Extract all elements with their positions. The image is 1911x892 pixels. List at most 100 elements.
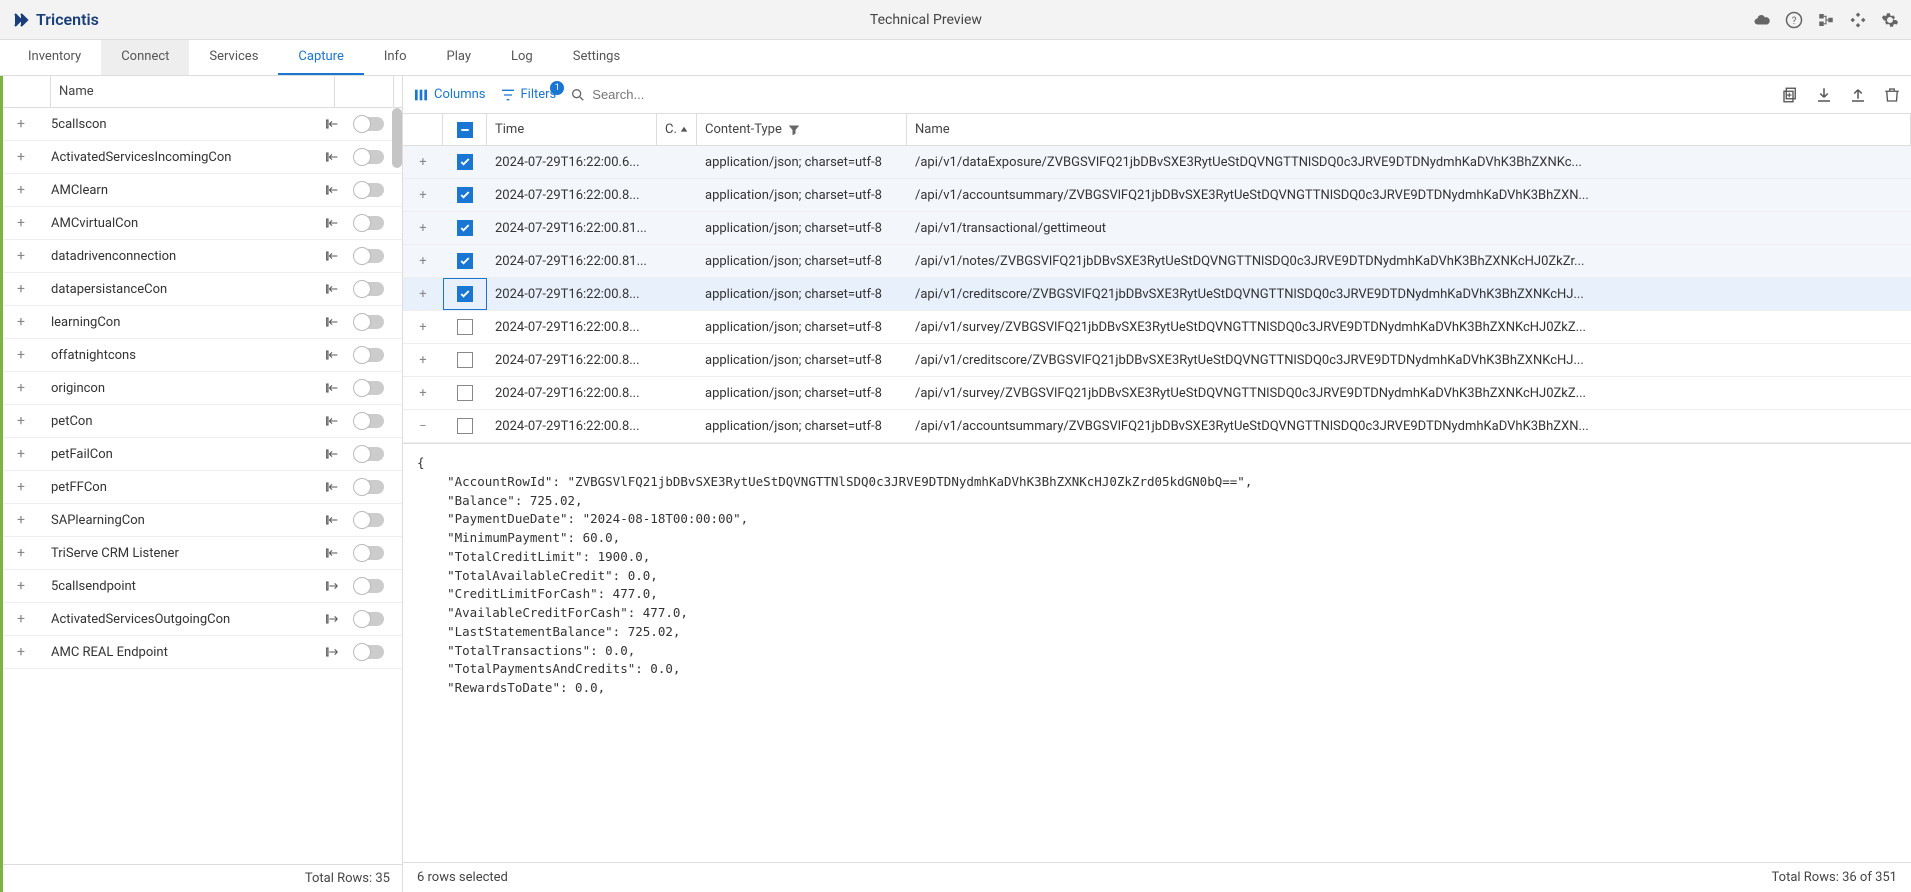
expand-icon[interactable]: + [11, 149, 31, 165]
grid-header-checkbox[interactable] [443, 114, 487, 145]
search-input[interactable] [592, 87, 792, 102]
expand-icon[interactable]: + [11, 380, 31, 396]
connection-toggle[interactable] [354, 315, 394, 329]
expand-icon[interactable]: + [11, 512, 31, 528]
connection-toggle[interactable] [354, 282, 394, 296]
expand-icon[interactable]: + [11, 215, 31, 231]
sidebar-header-name[interactable]: Name [51, 84, 334, 99]
grid-header-content-type[interactable]: Content-Type [697, 114, 907, 145]
tab-info[interactable]: Info [364, 40, 427, 75]
grid-row[interactable]: +2024-07-29T16:22:00.6...application/jso… [403, 146, 1911, 179]
row-checkbox[interactable] [457, 220, 473, 236]
cloud-icon[interactable] [1753, 11, 1771, 29]
connection-toggle[interactable] [354, 117, 394, 131]
tab-capture[interactable]: Capture [278, 40, 363, 75]
connection-toggle[interactable] [354, 447, 394, 461]
row-checkbox[interactable] [457, 418, 473, 434]
sidebar-item[interactable]: +petCon [3, 405, 402, 438]
expand-icon[interactable]: + [11, 248, 31, 264]
grid-header-co[interactable]: C. [657, 114, 697, 145]
connection-toggle[interactable] [354, 645, 394, 659]
grid-row[interactable]: +2024-07-29T16:22:00.8...application/jso… [403, 179, 1911, 212]
expand-icon[interactable]: + [11, 446, 31, 462]
expand-icon[interactable]: + [11, 479, 31, 495]
grid-row[interactable]: +2024-07-29T16:22:00.8...application/jso… [403, 278, 1911, 311]
row-checkbox[interactable] [457, 319, 473, 335]
filters-button[interactable]: Filters 1 [500, 87, 557, 103]
row-checkbox[interactable] [457, 385, 473, 401]
grid-row[interactable]: +2024-07-29T16:22:00.8...application/jso… [403, 311, 1911, 344]
connection-toggle[interactable] [354, 381, 394, 395]
copy-icon[interactable] [1781, 86, 1799, 104]
sidebar-scrollbar[interactable] [392, 108, 402, 168]
sidebar-item[interactable]: +5callscon [3, 108, 402, 141]
connector-icon[interactable] [1817, 11, 1835, 29]
expand-icon[interactable]: + [11, 611, 31, 627]
extension-icon[interactable] [1849, 11, 1867, 29]
expand-icon[interactable]: + [11, 413, 31, 429]
sidebar-item[interactable]: +petFFCon [3, 471, 402, 504]
tab-services[interactable]: Services [189, 40, 278, 75]
row-expand[interactable]: − [403, 410, 443, 442]
sidebar-item[interactable]: +datapersistanceCon [3, 273, 402, 306]
sidebar-col-resize-2[interactable] [334, 76, 394, 107]
row-expand[interactable]: + [403, 278, 443, 310]
sidebar-item[interactable]: +ActivatedServicesOutgoingCon [3, 603, 402, 636]
row-checkbox[interactable] [457, 187, 473, 203]
sidebar-item[interactable]: +AMC REAL Endpoint [3, 636, 402, 669]
grid-row[interactable]: +2024-07-29T16:22:00.81...application/js… [403, 245, 1911, 278]
grid-row[interactable]: +2024-07-29T16:22:00.8...application/jso… [403, 344, 1911, 377]
gear-icon[interactable] [1881, 11, 1899, 29]
expand-icon[interactable]: + [11, 347, 31, 363]
grid-row[interactable]: −2024-07-29T16:22:00.8...application/jso… [403, 410, 1911, 443]
grid-header-time[interactable]: Time [487, 114, 657, 145]
download-icon[interactable] [1815, 86, 1833, 104]
sidebar-item[interactable]: +AMCvirtualCon [3, 207, 402, 240]
sidebar-col-resize[interactable] [11, 76, 51, 107]
row-expand[interactable]: + [403, 311, 443, 343]
expand-icon[interactable]: + [11, 116, 31, 132]
connection-toggle[interactable] [354, 150, 394, 164]
row-checkbox[interactable] [457, 154, 473, 170]
expand-icon[interactable]: + [11, 281, 31, 297]
row-checkbox[interactable] [457, 352, 473, 368]
sidebar-item[interactable]: +TriServe CRM Listener [3, 537, 402, 570]
connection-toggle[interactable] [354, 513, 394, 527]
columns-button[interactable]: Columns [413, 87, 486, 103]
expand-icon[interactable]: + [11, 314, 31, 330]
row-expand[interactable]: + [403, 212, 443, 244]
row-expand[interactable]: + [403, 179, 443, 211]
sidebar-item[interactable]: +5callsendpoint [3, 570, 402, 603]
tab-inventory[interactable]: Inventory [8, 40, 101, 75]
row-checkbox[interactable] [457, 253, 473, 269]
help-icon[interactable]: ? [1785, 11, 1803, 29]
connection-toggle[interactable] [354, 480, 394, 494]
sidebar-item[interactable]: +petFailCon [3, 438, 402, 471]
grid-row[interactable]: +2024-07-29T16:22:00.81...application/js… [403, 212, 1911, 245]
tab-play[interactable]: Play [427, 40, 492, 75]
grid-header-name[interactable]: Name [907, 114, 1911, 145]
upload-icon[interactable] [1849, 86, 1867, 104]
sidebar-item[interactable]: +origincon [3, 372, 402, 405]
expand-icon[interactable]: + [11, 545, 31, 561]
expand-icon[interactable]: + [11, 644, 31, 660]
trash-icon[interactable] [1883, 86, 1901, 104]
tab-connect[interactable]: Connect [101, 40, 189, 75]
sidebar-item[interactable]: +learningCon [3, 306, 402, 339]
select-all-checkbox[interactable] [457, 122, 473, 138]
connection-toggle[interactable] [354, 348, 394, 362]
tab-log[interactable]: Log [491, 40, 553, 75]
connection-toggle[interactable] [354, 612, 394, 626]
row-expand[interactable]: + [403, 344, 443, 376]
connection-toggle[interactable] [354, 183, 394, 197]
row-expand[interactable]: + [403, 146, 443, 178]
sidebar-item[interactable]: +offatnightcons [3, 339, 402, 372]
row-checkbox[interactable] [457, 286, 473, 302]
sidebar-item[interactable]: +AMClearn [3, 174, 402, 207]
connection-toggle[interactable] [354, 546, 394, 560]
expand-icon[interactable]: + [11, 578, 31, 594]
connection-toggle[interactable] [354, 414, 394, 428]
connection-toggle[interactable] [354, 216, 394, 230]
sidebar-item[interactable]: +ActivatedServicesIncomingCon [3, 141, 402, 174]
expand-icon[interactable]: + [11, 182, 31, 198]
